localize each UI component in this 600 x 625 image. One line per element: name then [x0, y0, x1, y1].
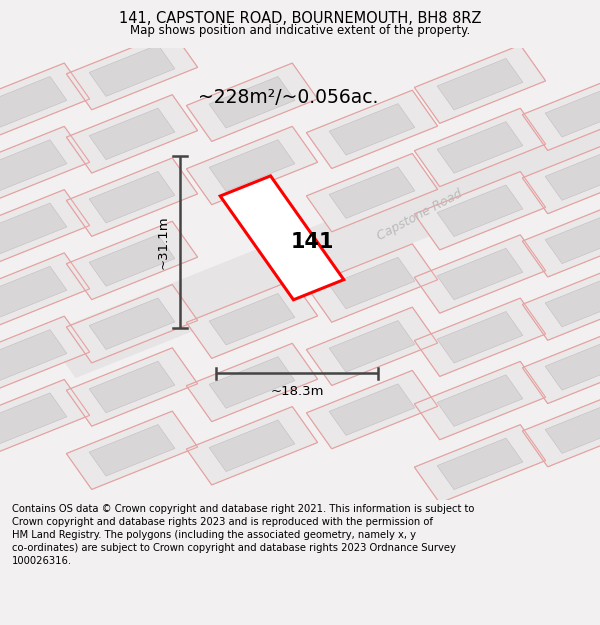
- Text: Map shows position and indicative extent of the property.: Map shows position and indicative extent…: [130, 24, 470, 38]
- Polygon shape: [67, 284, 197, 363]
- Polygon shape: [0, 203, 67, 254]
- Text: Capstone Road: Capstone Road: [375, 188, 465, 243]
- Polygon shape: [0, 76, 67, 128]
- Polygon shape: [307, 244, 437, 322]
- Polygon shape: [89, 45, 175, 96]
- Polygon shape: [67, 411, 197, 489]
- Polygon shape: [0, 140, 67, 191]
- Polygon shape: [307, 154, 437, 232]
- Polygon shape: [545, 276, 600, 327]
- Polygon shape: [329, 258, 415, 309]
- Polygon shape: [44, 79, 600, 378]
- Text: ~18.3m: ~18.3m: [270, 385, 324, 398]
- Polygon shape: [437, 438, 523, 489]
- Polygon shape: [209, 140, 295, 191]
- Polygon shape: [220, 176, 344, 300]
- Polygon shape: [523, 72, 600, 151]
- Polygon shape: [67, 95, 197, 173]
- Polygon shape: [415, 235, 545, 313]
- Polygon shape: [89, 108, 175, 159]
- Polygon shape: [209, 293, 295, 345]
- Polygon shape: [437, 58, 523, 110]
- Polygon shape: [545, 339, 600, 390]
- Polygon shape: [523, 389, 600, 467]
- Polygon shape: [187, 280, 317, 358]
- Polygon shape: [545, 212, 600, 264]
- Polygon shape: [437, 185, 523, 236]
- Polygon shape: [545, 149, 600, 201]
- Polygon shape: [545, 86, 600, 137]
- Polygon shape: [0, 393, 67, 444]
- Polygon shape: [329, 321, 415, 372]
- Polygon shape: [67, 221, 197, 299]
- Polygon shape: [437, 311, 523, 363]
- Polygon shape: [67, 31, 197, 110]
- Polygon shape: [415, 298, 545, 376]
- Polygon shape: [329, 167, 415, 218]
- Polygon shape: [0, 316, 89, 394]
- Polygon shape: [209, 357, 295, 408]
- Polygon shape: [545, 402, 600, 454]
- Polygon shape: [307, 371, 437, 449]
- Polygon shape: [89, 234, 175, 286]
- Text: Contains OS data © Crown copyright and database right 2021. This information is : Contains OS data © Crown copyright and d…: [12, 504, 475, 566]
- Polygon shape: [0, 126, 89, 205]
- Polygon shape: [0, 189, 89, 268]
- Polygon shape: [415, 424, 545, 503]
- Polygon shape: [329, 384, 415, 436]
- Polygon shape: [523, 325, 600, 404]
- Polygon shape: [329, 104, 415, 155]
- Polygon shape: [523, 136, 600, 214]
- Polygon shape: [307, 307, 437, 386]
- Polygon shape: [89, 361, 175, 413]
- Polygon shape: [0, 266, 67, 318]
- Text: 141: 141: [290, 232, 334, 253]
- Polygon shape: [67, 158, 197, 236]
- Polygon shape: [67, 348, 197, 426]
- Polygon shape: [0, 379, 89, 458]
- Polygon shape: [89, 298, 175, 349]
- Polygon shape: [415, 361, 545, 440]
- Polygon shape: [209, 420, 295, 471]
- Polygon shape: [187, 407, 317, 485]
- Text: 141, CAPSTONE ROAD, BOURNEMOUTH, BH8 8RZ: 141, CAPSTONE ROAD, BOURNEMOUTH, BH8 8RZ: [119, 11, 481, 26]
- Polygon shape: [89, 171, 175, 223]
- Polygon shape: [209, 76, 295, 128]
- Polygon shape: [0, 253, 89, 331]
- Polygon shape: [307, 90, 437, 169]
- Polygon shape: [523, 262, 600, 340]
- Polygon shape: [437, 375, 523, 426]
- Polygon shape: [437, 122, 523, 173]
- Polygon shape: [187, 343, 317, 422]
- Polygon shape: [415, 171, 545, 250]
- Polygon shape: [415, 108, 545, 187]
- Text: ~31.1m: ~31.1m: [156, 216, 169, 269]
- Polygon shape: [187, 126, 317, 205]
- Polygon shape: [89, 424, 175, 476]
- Text: ~228m²/~0.056ac.: ~228m²/~0.056ac.: [198, 88, 379, 107]
- Polygon shape: [187, 63, 317, 141]
- Polygon shape: [415, 45, 545, 123]
- Polygon shape: [0, 63, 89, 141]
- Polygon shape: [0, 329, 67, 381]
- Polygon shape: [523, 199, 600, 277]
- Polygon shape: [437, 248, 523, 300]
